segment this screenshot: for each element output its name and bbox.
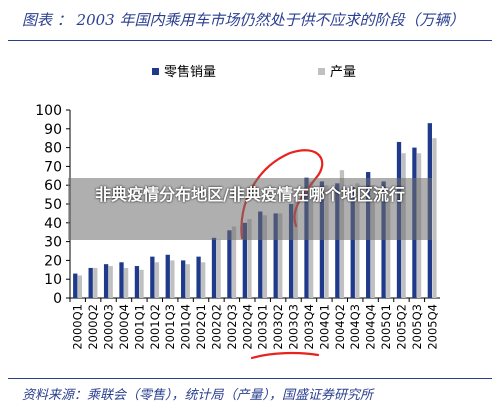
- x-tick-label: 2001Q3: [163, 304, 177, 350]
- x-tick-label: 2005Q4: [425, 304, 439, 350]
- x-tick-label: 2001Q4: [179, 304, 193, 350]
- bar-sales: [211, 237, 217, 298]
- bar-production: [262, 215, 268, 298]
- x-tick-label: 2004Q4: [364, 304, 378, 350]
- bar-production: [154, 262, 160, 298]
- x-tick-label: 2000Q2: [86, 304, 100, 350]
- x-tick-label: 2000Q4: [117, 304, 131, 350]
- bar-production: [216, 239, 221, 298]
- legend-label-sales: 零售销量: [164, 64, 216, 80]
- y-tick-label: 90: [44, 122, 62, 138]
- bar-production: [201, 262, 206, 298]
- x-tick-label: 2004Q1: [317, 304, 331, 350]
- bar-production: [170, 260, 175, 298]
- bar-production: [370, 185, 375, 298]
- bar-production: [278, 213, 283, 298]
- x-tick-label: 2002Q4: [240, 304, 254, 350]
- bar-sales: [273, 213, 278, 298]
- y-tick-label: 40: [44, 216, 62, 232]
- x-tick-label: 2003Q1: [256, 304, 270, 350]
- bar-production: [108, 266, 113, 298]
- bottom-rule: [8, 378, 492, 379]
- bar-sales: [196, 256, 201, 298]
- bar-sales: [134, 266, 140, 298]
- bar-production: [324, 185, 329, 298]
- bar-sales: [242, 222, 247, 298]
- bar-sales: [165, 254, 170, 298]
- x-tick-label: 2004Q2: [333, 304, 347, 350]
- x-tick-label: 2005Q3: [410, 304, 424, 350]
- bar-sales: [227, 230, 232, 298]
- x-tick-label: 2003Q2: [271, 304, 285, 350]
- bar-production: [139, 269, 144, 298]
- x-tick-label: 2003Q4: [302, 304, 316, 350]
- y-tick-label: 0: [53, 291, 62, 307]
- y-tick-label: 80: [44, 141, 62, 157]
- bar-production: [231, 226, 237, 298]
- title-bar: 图表 ： 2003 年国内乘用车市场仍然处于供不应求的阶段（万辆）: [0, 0, 500, 40]
- legend-swatch-production: [318, 68, 325, 75]
- bar-sales: [88, 267, 93, 298]
- y-tick-label: 100: [35, 103, 62, 119]
- caption-overlay: 非典疫情分布地区/非典疫情在哪个地区流行: [68, 178, 432, 240]
- x-tick-label: 2002Q3: [225, 304, 239, 350]
- bar-production: [247, 219, 252, 298]
- x-tick-label: 2000Q1: [71, 304, 85, 350]
- bar-sales: [103, 264, 109, 298]
- x-tick-label: 2001Q1: [132, 304, 146, 350]
- x-tick-label: 2005Q2: [394, 304, 408, 350]
- bar-production: [293, 200, 298, 298]
- bar-sales: [258, 211, 263, 298]
- bar-production: [386, 188, 391, 298]
- bar-production: [93, 267, 98, 298]
- y-tick-label: 10: [44, 272, 62, 288]
- legend-label-production: 产量: [330, 65, 356, 80]
- y-tick-label: 70: [44, 159, 62, 175]
- bar-sales: [119, 262, 124, 298]
- chart-title: 图表 ： 2003 年国内乘用车市场仍然处于供不应求的阶段（万辆）: [22, 11, 465, 29]
- bar-production: [355, 183, 360, 298]
- top-rule: [8, 40, 492, 41]
- x-tick-label: 2003Q3: [287, 304, 301, 350]
- bar-sales: [350, 187, 355, 298]
- y-tick-label: 50: [44, 197, 62, 213]
- y-tick-label: 60: [44, 178, 62, 194]
- x-tick-label: 2005Q1: [379, 304, 393, 350]
- bar-sales: [288, 204, 294, 298]
- bar-sales: [335, 183, 340, 298]
- y-tick-label: 30: [44, 235, 62, 251]
- bar-sales: [150, 256, 155, 298]
- x-tick-label: 2002Q2: [209, 304, 223, 350]
- bar-production: [432, 138, 437, 298]
- legend-swatch-sales: [152, 68, 159, 75]
- bar-sales: [181, 260, 186, 298]
- bar-production: [123, 267, 129, 298]
- bar-sales: [73, 273, 78, 298]
- x-tick-label: 2000Q3: [102, 304, 116, 350]
- annotation-underline-mark: [250, 351, 320, 360]
- x-tick-label: 2004Q3: [348, 304, 362, 350]
- caption-overlay-text: 非典疫情分布地区/非典疫情在哪个地区流行: [95, 185, 405, 204]
- x-tick-label: 2002Q1: [194, 304, 208, 350]
- source-note: 资料来源：乘联会（零售），统计局（产量），国盛证券研究所: [22, 388, 374, 403]
- bar-production: [185, 264, 190, 298]
- y-tick-label: 20: [44, 253, 62, 269]
- bar-production: [77, 275, 83, 298]
- x-tick-label: 2001Q2: [148, 304, 162, 350]
